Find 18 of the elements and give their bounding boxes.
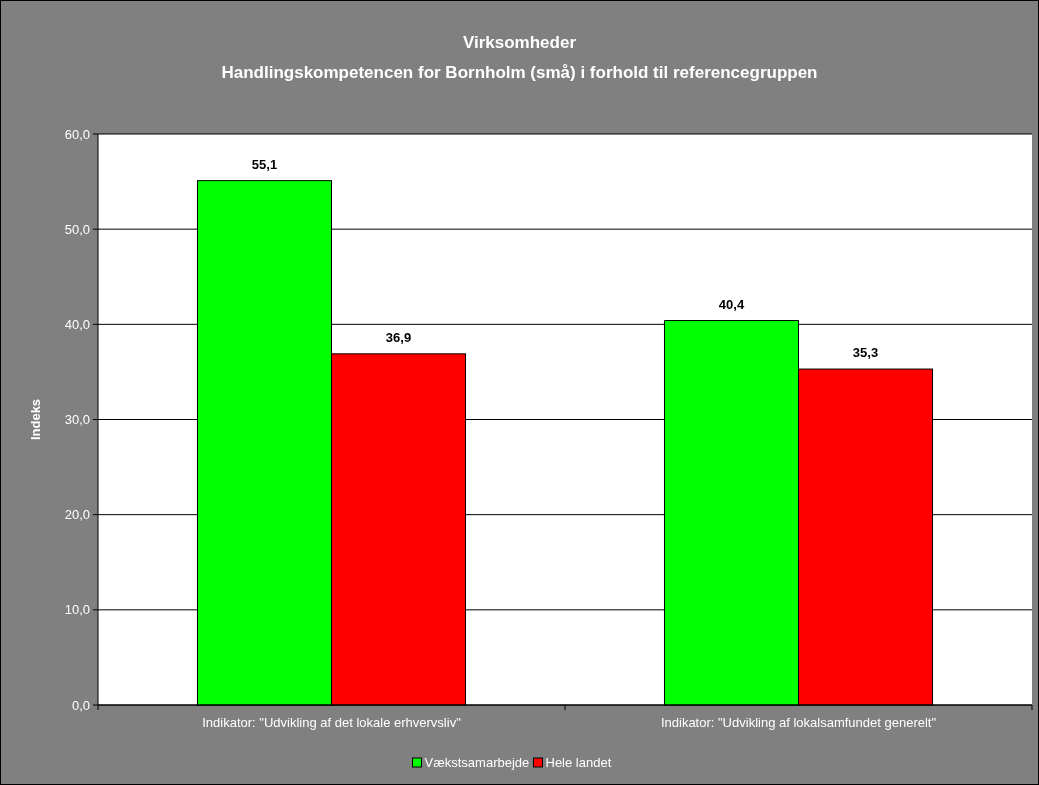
y-axis-title: Indeks <box>28 398 43 441</box>
x-tick-label: Indikator: "Udvikling af det lokale erhvervsliv" <box>202 715 462 730</box>
chart-subtitle: Handlingskompetencen for Bornholm (små) i forhold til referencegruppen <box>221 63 818 82</box>
y-tick-label: 20,0 <box>64 507 90 523</box>
data-label: 40,4 <box>718 296 745 312</box>
legend-label: Hele landet <box>545 755 612 770</box>
y-tick-label: 30,0 <box>64 412 90 428</box>
data-label: 55,1 <box>251 156 278 172</box>
y-tick-label: 10,0 <box>64 602 90 618</box>
data-label: 35,3 <box>852 345 879 361</box>
y-tick-label: 50,0 <box>64 221 90 237</box>
x-tick-label: Indikator: "Udvikling af lokalsamfundet generelt" <box>660 715 937 730</box>
chart-title: Virksomheder <box>462 33 577 52</box>
legend-label: Vækstsamarbejde <box>424 755 530 770</box>
data-label: 36,9 <box>385 329 412 345</box>
y-tick-label: 0,0 <box>71 697 90 713</box>
y-tick-label: 60,0 <box>64 126 90 142</box>
y-tick-label: 40,0 <box>64 316 90 332</box>
